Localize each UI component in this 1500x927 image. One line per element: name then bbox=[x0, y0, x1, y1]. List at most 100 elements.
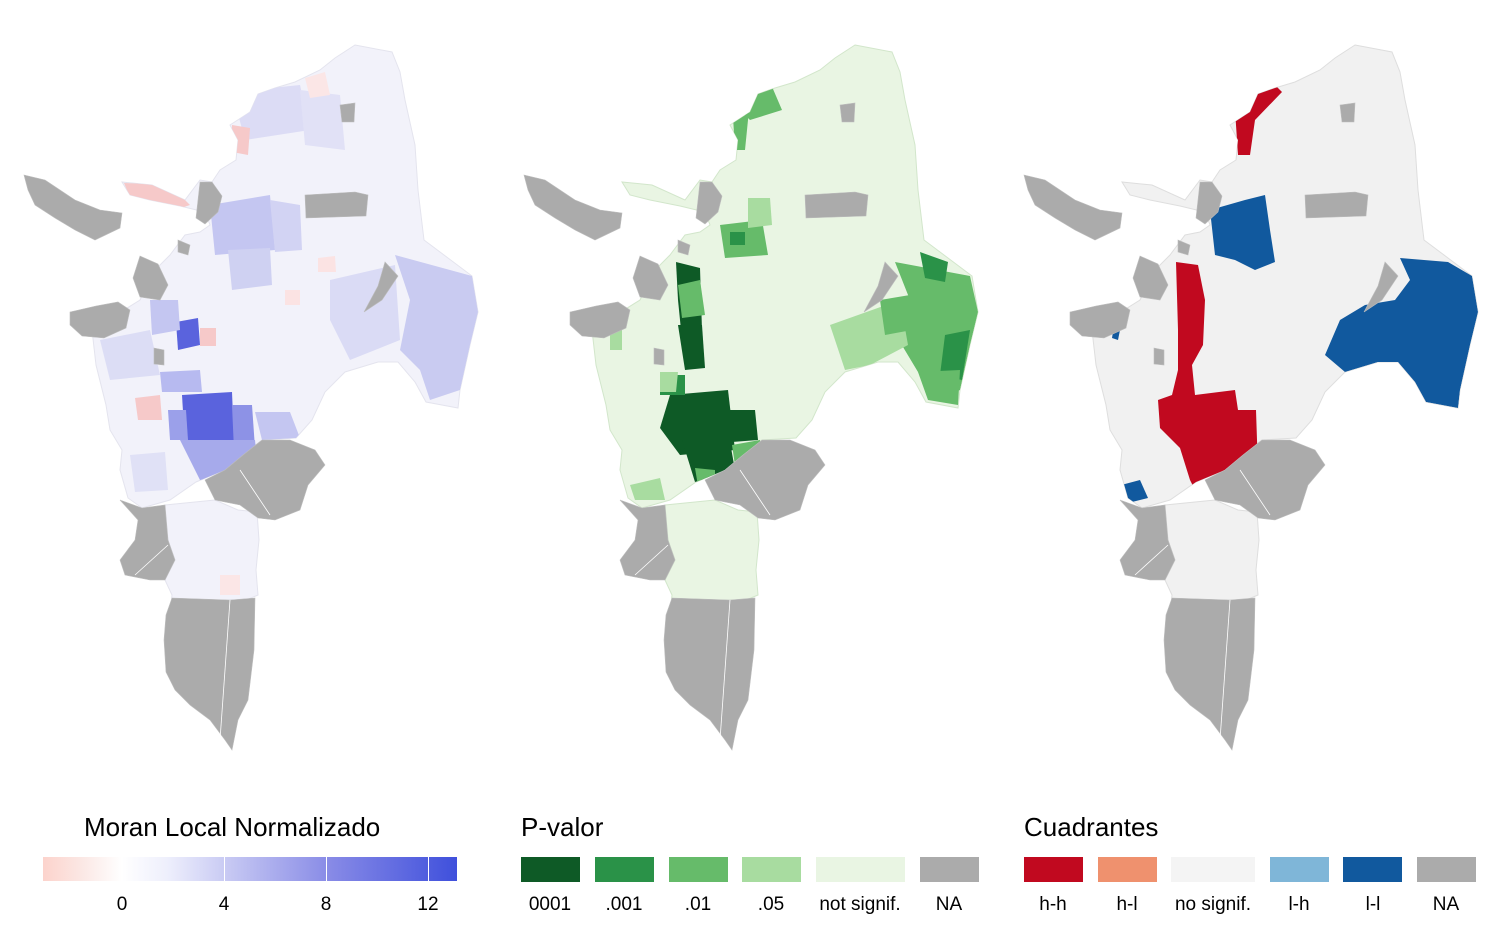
legend-quadrants-swatch-lh bbox=[1270, 857, 1329, 882]
district-no-data bbox=[119, 499, 176, 581]
district-low-low bbox=[1325, 258, 1478, 408]
district-significance bbox=[918, 370, 960, 405]
district-boundary bbox=[1000, 95, 1480, 101]
district-boundary bbox=[219, 599, 231, 741]
district-low-moran bbox=[232, 125, 250, 155]
district-high-moran bbox=[160, 370, 202, 392]
district-no-data bbox=[1163, 597, 1256, 751]
district-boundary bbox=[1134, 544, 1169, 576]
legend-quadrants-label: l-h bbox=[1288, 894, 1310, 915]
district-no-data bbox=[677, 239, 691, 256]
legend-moran-tick-label: 0 bbox=[116, 894, 128, 915]
district-high-moran bbox=[232, 405, 255, 450]
legend-moran-tick-label: 4 bbox=[218, 894, 230, 915]
district-boundary bbox=[0, 95, 480, 101]
legend-moran-title: Moran Local Normalizado bbox=[84, 812, 381, 842]
choropleth-maps bbox=[0, 44, 1480, 751]
legend-moran-tick-mark bbox=[428, 857, 429, 881]
district-low-low bbox=[1210, 195, 1275, 270]
district-boundary bbox=[1000, 95, 1480, 101]
district-boundary bbox=[500, 95, 980, 101]
district-no-data bbox=[704, 439, 826, 521]
district-no-data bbox=[632, 255, 669, 301]
district-boundary bbox=[1239, 469, 1271, 516]
legend-moran-tick-mark bbox=[326, 857, 327, 881]
district-no-data bbox=[863, 261, 899, 313]
district-no-data bbox=[363, 261, 399, 313]
legend-pvalue-label: NA bbox=[935, 894, 963, 915]
district-no-data bbox=[1177, 239, 1191, 256]
district-boundary bbox=[739, 469, 771, 516]
district-no-data bbox=[69, 301, 131, 339]
district-high-moran bbox=[130, 452, 168, 492]
legend-quadrants-swatch-na bbox=[1417, 857, 1476, 882]
legend-pvalue-title: P-valor bbox=[521, 812, 604, 842]
district-boundary bbox=[719, 599, 731, 741]
district-low-moran bbox=[318, 256, 336, 272]
district-no-data bbox=[177, 239, 191, 256]
district-low-moran bbox=[285, 290, 300, 305]
legend-quadrants-swatch-ll bbox=[1343, 857, 1402, 882]
district-no-data bbox=[523, 174, 623, 241]
district-significance bbox=[660, 372, 678, 392]
map-panel-moran bbox=[0, 44, 480, 751]
district-high-moran bbox=[150, 300, 180, 335]
district-no-data bbox=[1119, 499, 1176, 581]
district-low-moran bbox=[305, 72, 330, 98]
legend-pvalue-swatch-na bbox=[920, 857, 979, 882]
district-high-moran bbox=[270, 200, 302, 252]
district-high-moran bbox=[100, 330, 160, 380]
legend-quadrants-swatch-hl bbox=[1098, 857, 1157, 882]
district-significance bbox=[678, 325, 705, 370]
district-low-moran bbox=[135, 395, 162, 420]
legend-moran-tick-mark bbox=[122, 857, 123, 881]
district-high-moran bbox=[255, 412, 300, 440]
district-no-data bbox=[1069, 301, 1131, 339]
district-no-data bbox=[619, 499, 676, 581]
legend-pvalue-label: .01 bbox=[684, 894, 712, 915]
legend-moran-tick-label: 8 bbox=[320, 894, 332, 915]
legend-pvalue-label: .001 bbox=[605, 894, 643, 915]
district-no-data bbox=[1204, 439, 1326, 521]
district-no-data bbox=[1153, 347, 1165, 366]
legend-pvalue-swatch-not-signif bbox=[816, 857, 905, 882]
district-significance bbox=[728, 410, 758, 442]
legend-moran-colorbar bbox=[43, 857, 457, 881]
legend-quadrants-label: h-l bbox=[1116, 894, 1138, 915]
district-significance bbox=[678, 280, 705, 318]
legend-quadrants-swatch-hh bbox=[1024, 857, 1083, 882]
district-significance bbox=[880, 295, 912, 335]
legend-quadrants-label: h-h bbox=[1039, 894, 1067, 915]
district-no-data bbox=[195, 181, 223, 225]
district-high-moran bbox=[395, 255, 478, 400]
district-no-data bbox=[153, 347, 165, 366]
district-significance bbox=[748, 198, 772, 228]
legend-pvalue-swatch-01 bbox=[669, 857, 728, 882]
district-significance bbox=[630, 478, 665, 500]
district-high-moran bbox=[210, 195, 275, 255]
legend-pvalue-swatch-001 bbox=[595, 857, 654, 882]
legend-quadrants-label: l-l bbox=[1365, 894, 1381, 915]
district-low-moran bbox=[200, 328, 216, 346]
legend-quadrants-label: no signif. bbox=[1174, 894, 1252, 915]
legend-pvalue-swatch-0001 bbox=[521, 857, 580, 882]
legend-pvalue-label: .05 bbox=[757, 894, 785, 915]
district-no-data bbox=[663, 597, 756, 751]
legend-moran-tick-mark bbox=[224, 857, 225, 881]
district-significance bbox=[610, 330, 622, 350]
district-no-data bbox=[163, 597, 256, 751]
district-no-data bbox=[1132, 255, 1169, 301]
district-boundary bbox=[500, 95, 980, 101]
district-no-data bbox=[1023, 174, 1123, 241]
district-no-data bbox=[653, 347, 665, 366]
district-high-moran bbox=[176, 318, 200, 350]
district-no-data bbox=[304, 191, 369, 219]
legend-pvalue-swatch-05 bbox=[742, 857, 801, 882]
district-boundary bbox=[0, 95, 480, 101]
district-high-moran bbox=[228, 248, 272, 290]
district-no-data bbox=[339, 102, 356, 123]
district-boundary bbox=[239, 469, 271, 516]
map-panel-quadrants bbox=[1000, 44, 1480, 751]
legend-pvalue-label: not signif. bbox=[819, 894, 901, 915]
